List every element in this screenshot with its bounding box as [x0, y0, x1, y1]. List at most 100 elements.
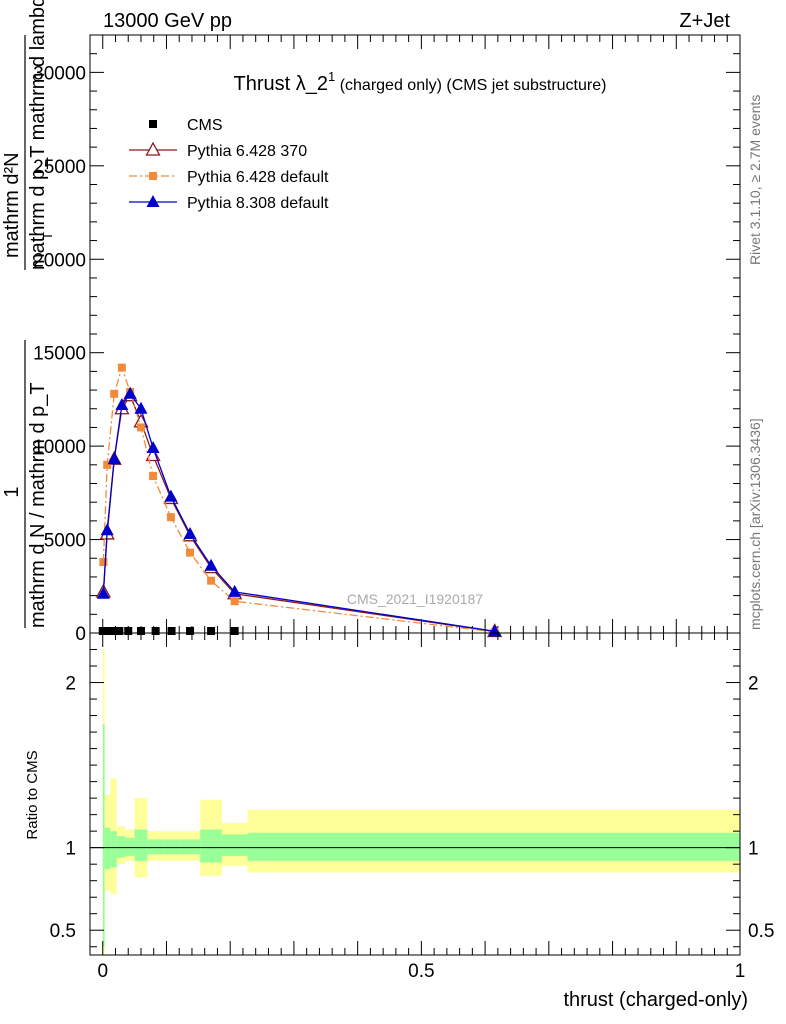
chart-title-suffix: (charged only) (CMS jet substructure)	[335, 77, 606, 94]
data-point	[186, 627, 195, 635]
data-point	[98, 627, 107, 635]
data-point	[134, 401, 148, 414]
data-point	[117, 363, 126, 372]
header-process: Z+Jet	[679, 10, 730, 32]
data-point	[123, 386, 137, 399]
legend-marker	[145, 141, 161, 156]
ratio-ytick-label-right: 2	[748, 674, 759, 695]
ratio-y-label: Ratio to CMS	[24, 750, 41, 839]
ratio-band-stat	[110, 831, 117, 868]
ratio-band-stat	[179, 839, 201, 855]
ylabel-subscript: T	[40, 232, 55, 240]
ratio-ytick-label-right: 0.5	[748, 921, 774, 942]
main-ytick-label: 25000	[33, 157, 86, 178]
ratio-ytick-label: 0.5	[50, 921, 76, 942]
ylabel-line-1: mathrm d²N	[1, 152, 23, 258]
legend-marker	[149, 120, 157, 128]
legend-label: Pythia 8.308 default	[187, 195, 329, 212]
ratio-band-stat	[102, 723, 105, 947]
x-axis-label: thrust (charged-only)	[563, 989, 748, 1011]
data-point	[167, 627, 176, 635]
main-y-ticks: 0 5000 10000 15000 20000 25000 30000	[33, 34, 740, 645]
data-point	[110, 389, 119, 398]
ratio-frame	[89, 632, 741, 956]
data-point	[99, 557, 108, 566]
main-ytick-label: 0	[75, 624, 86, 645]
rivet-version-label: Rivet 3.1.10, ≥ 2.7M events	[747, 95, 763, 265]
data-point	[183, 526, 197, 539]
data-point	[96, 586, 110, 599]
data-point	[166, 513, 175, 522]
main-ytick-label: 15000	[33, 344, 86, 365]
legend-item: Pythia 8.308 default	[129, 195, 329, 212]
ratio-ytick-label: 1	[65, 839, 76, 860]
chart-title: Thrust λ_21 (charged only) (CMS jet subs…	[234, 69, 607, 95]
data-point	[103, 460, 112, 469]
main-y-label: mathrm d²N mathrm d p_T mathrm d lambda …	[1, 0, 55, 628]
legend-item: CMS	[149, 117, 223, 134]
series-0	[98, 627, 239, 635]
data-point	[146, 440, 160, 453]
ratio-band-stat	[221, 834, 248, 856]
ratio-band-stat	[147, 839, 164, 855]
ratio-y-ticks: 0.5 0.5 1 1 2 2	[50, 649, 774, 948]
main-x-ticks	[89, 35, 741, 633]
xtick-label: 1	[735, 961, 746, 982]
legend-label: CMS	[187, 117, 223, 134]
ylabel-line-2: mathrm d p_T mathrm d lambda	[27, 0, 49, 270]
mcplots-label: mcplots.cern.ch [arXiv:1306.3436]	[747, 418, 763, 630]
ratio-band-stat	[200, 829, 222, 863]
legend-item: Pythia 6.428 370	[129, 141, 307, 160]
ratio-bands	[102, 649, 740, 955]
xtick-label: 0	[97, 961, 108, 982]
main-ytick-label: 20000	[33, 250, 86, 271]
data-point	[151, 627, 160, 635]
main-ytick-label: 30000	[33, 63, 86, 84]
data-point	[186, 548, 195, 557]
main-ytick-label: 5000	[44, 531, 86, 552]
data-point	[149, 472, 158, 481]
data-point	[100, 523, 114, 536]
ratio-ytick-label-right: 1	[748, 839, 759, 860]
ratio-band-stat	[116, 836, 126, 858]
legend: CMS Pythia 6.428 370 Pythia 6.428 default P…	[129, 117, 329, 212]
data-point	[164, 489, 178, 502]
data-point	[108, 627, 117, 635]
data-point	[107, 452, 121, 465]
data-point	[207, 627, 216, 635]
legend-label: Pythia 6.428 default	[187, 169, 329, 186]
main-ytick-label: 10000	[33, 437, 86, 458]
ratio-band-stat	[134, 829, 148, 861]
header-energy: 13000 GeV pp	[103, 10, 232, 32]
ratio-panel: 0.5 0.51 12 2 0 0.5 1 Ratio to CMS thrust (ch…	[24, 632, 774, 1011]
data-point	[207, 576, 216, 585]
data-point	[230, 627, 239, 635]
ratio-band-stat	[104, 827, 111, 870]
data-point	[115, 627, 124, 635]
ratio-band-stat	[247, 832, 740, 861]
data-point	[230, 597, 239, 606]
chart-title-main: Thrust λ_2	[234, 73, 328, 95]
ratio-x-ticks: 0 0.5 1	[89, 633, 746, 982]
data-point	[124, 627, 133, 635]
legend-item: Pythia 6.428 default	[129, 169, 329, 186]
ylabel-line-3: 1	[1, 486, 23, 497]
xtick-label: 0.5	[408, 961, 434, 982]
data-point	[228, 584, 242, 597]
ylabel-line-4: mathrm d N / mathrm d p_T	[27, 382, 49, 628]
data-point	[115, 398, 129, 411]
data-point	[136, 627, 145, 635]
legend-label: Pythia 6.428 370	[187, 143, 307, 160]
ratio-ytick-label: 2	[65, 674, 76, 695]
chart-title-sup: 1	[328, 69, 335, 84]
ratio-band-stat	[163, 839, 180, 855]
watermark-analysis: CMS_2021_I1920187	[347, 591, 483, 607]
legend-marker	[146, 195, 160, 207]
data-point	[103, 627, 112, 635]
data-point	[136, 423, 145, 432]
main-panel: 0 5000 10000 15000 20000 25000 30000 CMS_2021_…	[33, 34, 741, 645]
data-point	[204, 558, 218, 571]
ratio-band-stat	[125, 837, 135, 856]
legend-marker	[149, 172, 157, 180]
